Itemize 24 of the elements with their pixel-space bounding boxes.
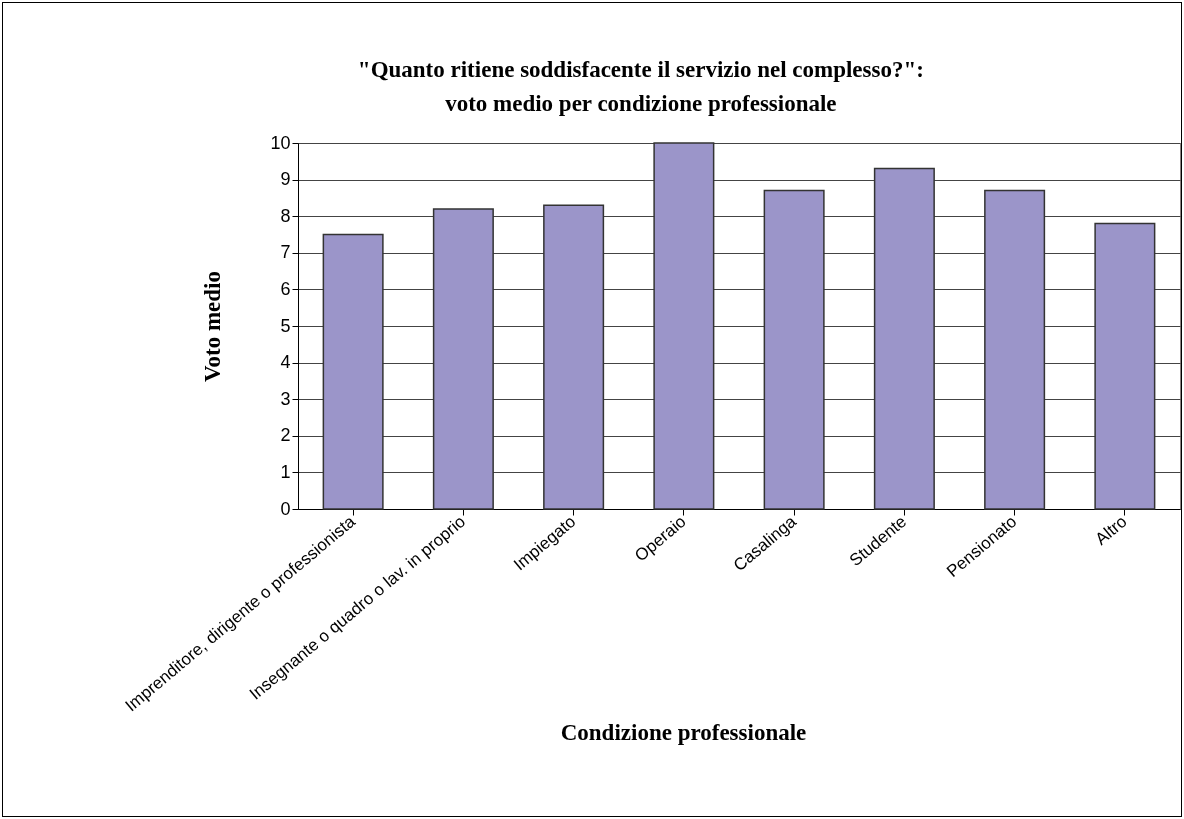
x-tick-label: Altro bbox=[1091, 511, 1131, 549]
bar bbox=[322, 233, 384, 510]
text: "Quanto ritiene soddisfacente il servizio nel complesso?": bbox=[357, 57, 924, 82]
bar bbox=[653, 142, 715, 510]
text: voto medio per condizione professionale bbox=[445, 91, 837, 116]
y-tick-label: 0 bbox=[280, 498, 291, 519]
bar bbox=[543, 204, 605, 510]
y-axis-title: Voto medio bbox=[200, 271, 226, 382]
y-tick-label: 5 bbox=[280, 315, 291, 336]
y-tick-label: 7 bbox=[280, 242, 291, 263]
bar bbox=[873, 167, 935, 510]
bar bbox=[1094, 222, 1156, 510]
x-axis-title: Condizione professionale bbox=[560, 719, 807, 745]
y-tick-label: 2 bbox=[280, 425, 291, 446]
y-tick-label: 10 bbox=[270, 132, 291, 153]
y-tick-label: 9 bbox=[280, 169, 291, 190]
y-tick-label: 8 bbox=[280, 205, 291, 226]
bar bbox=[763, 189, 825, 510]
y-tick-label: 6 bbox=[280, 278, 291, 299]
y-tick-label: 3 bbox=[280, 388, 291, 409]
bar bbox=[432, 208, 494, 510]
y-tick-label: 4 bbox=[280, 352, 291, 373]
bar bbox=[984, 189, 1046, 510]
y-tick-label: 1 bbox=[280, 461, 291, 482]
